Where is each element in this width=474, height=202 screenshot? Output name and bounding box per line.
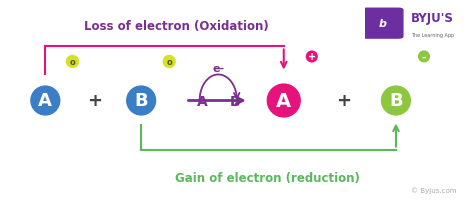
Text: Loss of electron (Oxidation): Loss of electron (Oxidation) [84, 20, 269, 33]
Text: o: o [166, 58, 172, 67]
Text: A: A [38, 92, 52, 110]
Text: BYJU'S: BYJU'S [411, 12, 454, 25]
Text: A: A [197, 94, 207, 108]
Text: A: A [276, 92, 292, 110]
Text: B: B [389, 92, 403, 110]
Text: Gain of electron (reduction): Gain of electron (reduction) [175, 171, 360, 184]
Text: +: + [308, 52, 316, 62]
FancyBboxPatch shape [362, 8, 403, 40]
Text: o: o [70, 58, 75, 67]
Text: -: - [422, 52, 426, 62]
Circle shape [67, 57, 78, 68]
Circle shape [307, 52, 317, 62]
Circle shape [127, 87, 155, 115]
Circle shape [267, 85, 300, 117]
Text: B: B [134, 92, 148, 110]
Text: b: b [379, 19, 387, 29]
Circle shape [31, 87, 60, 115]
Text: e-: e- [212, 64, 224, 74]
Circle shape [164, 57, 175, 68]
Text: B: B [229, 94, 240, 108]
Text: The Learning App: The Learning App [411, 33, 454, 38]
Text: +: + [87, 92, 102, 110]
Circle shape [419, 52, 429, 62]
Text: +: + [336, 92, 351, 110]
Circle shape [382, 87, 410, 115]
Text: © Byjus.com: © Byjus.com [411, 186, 457, 193]
